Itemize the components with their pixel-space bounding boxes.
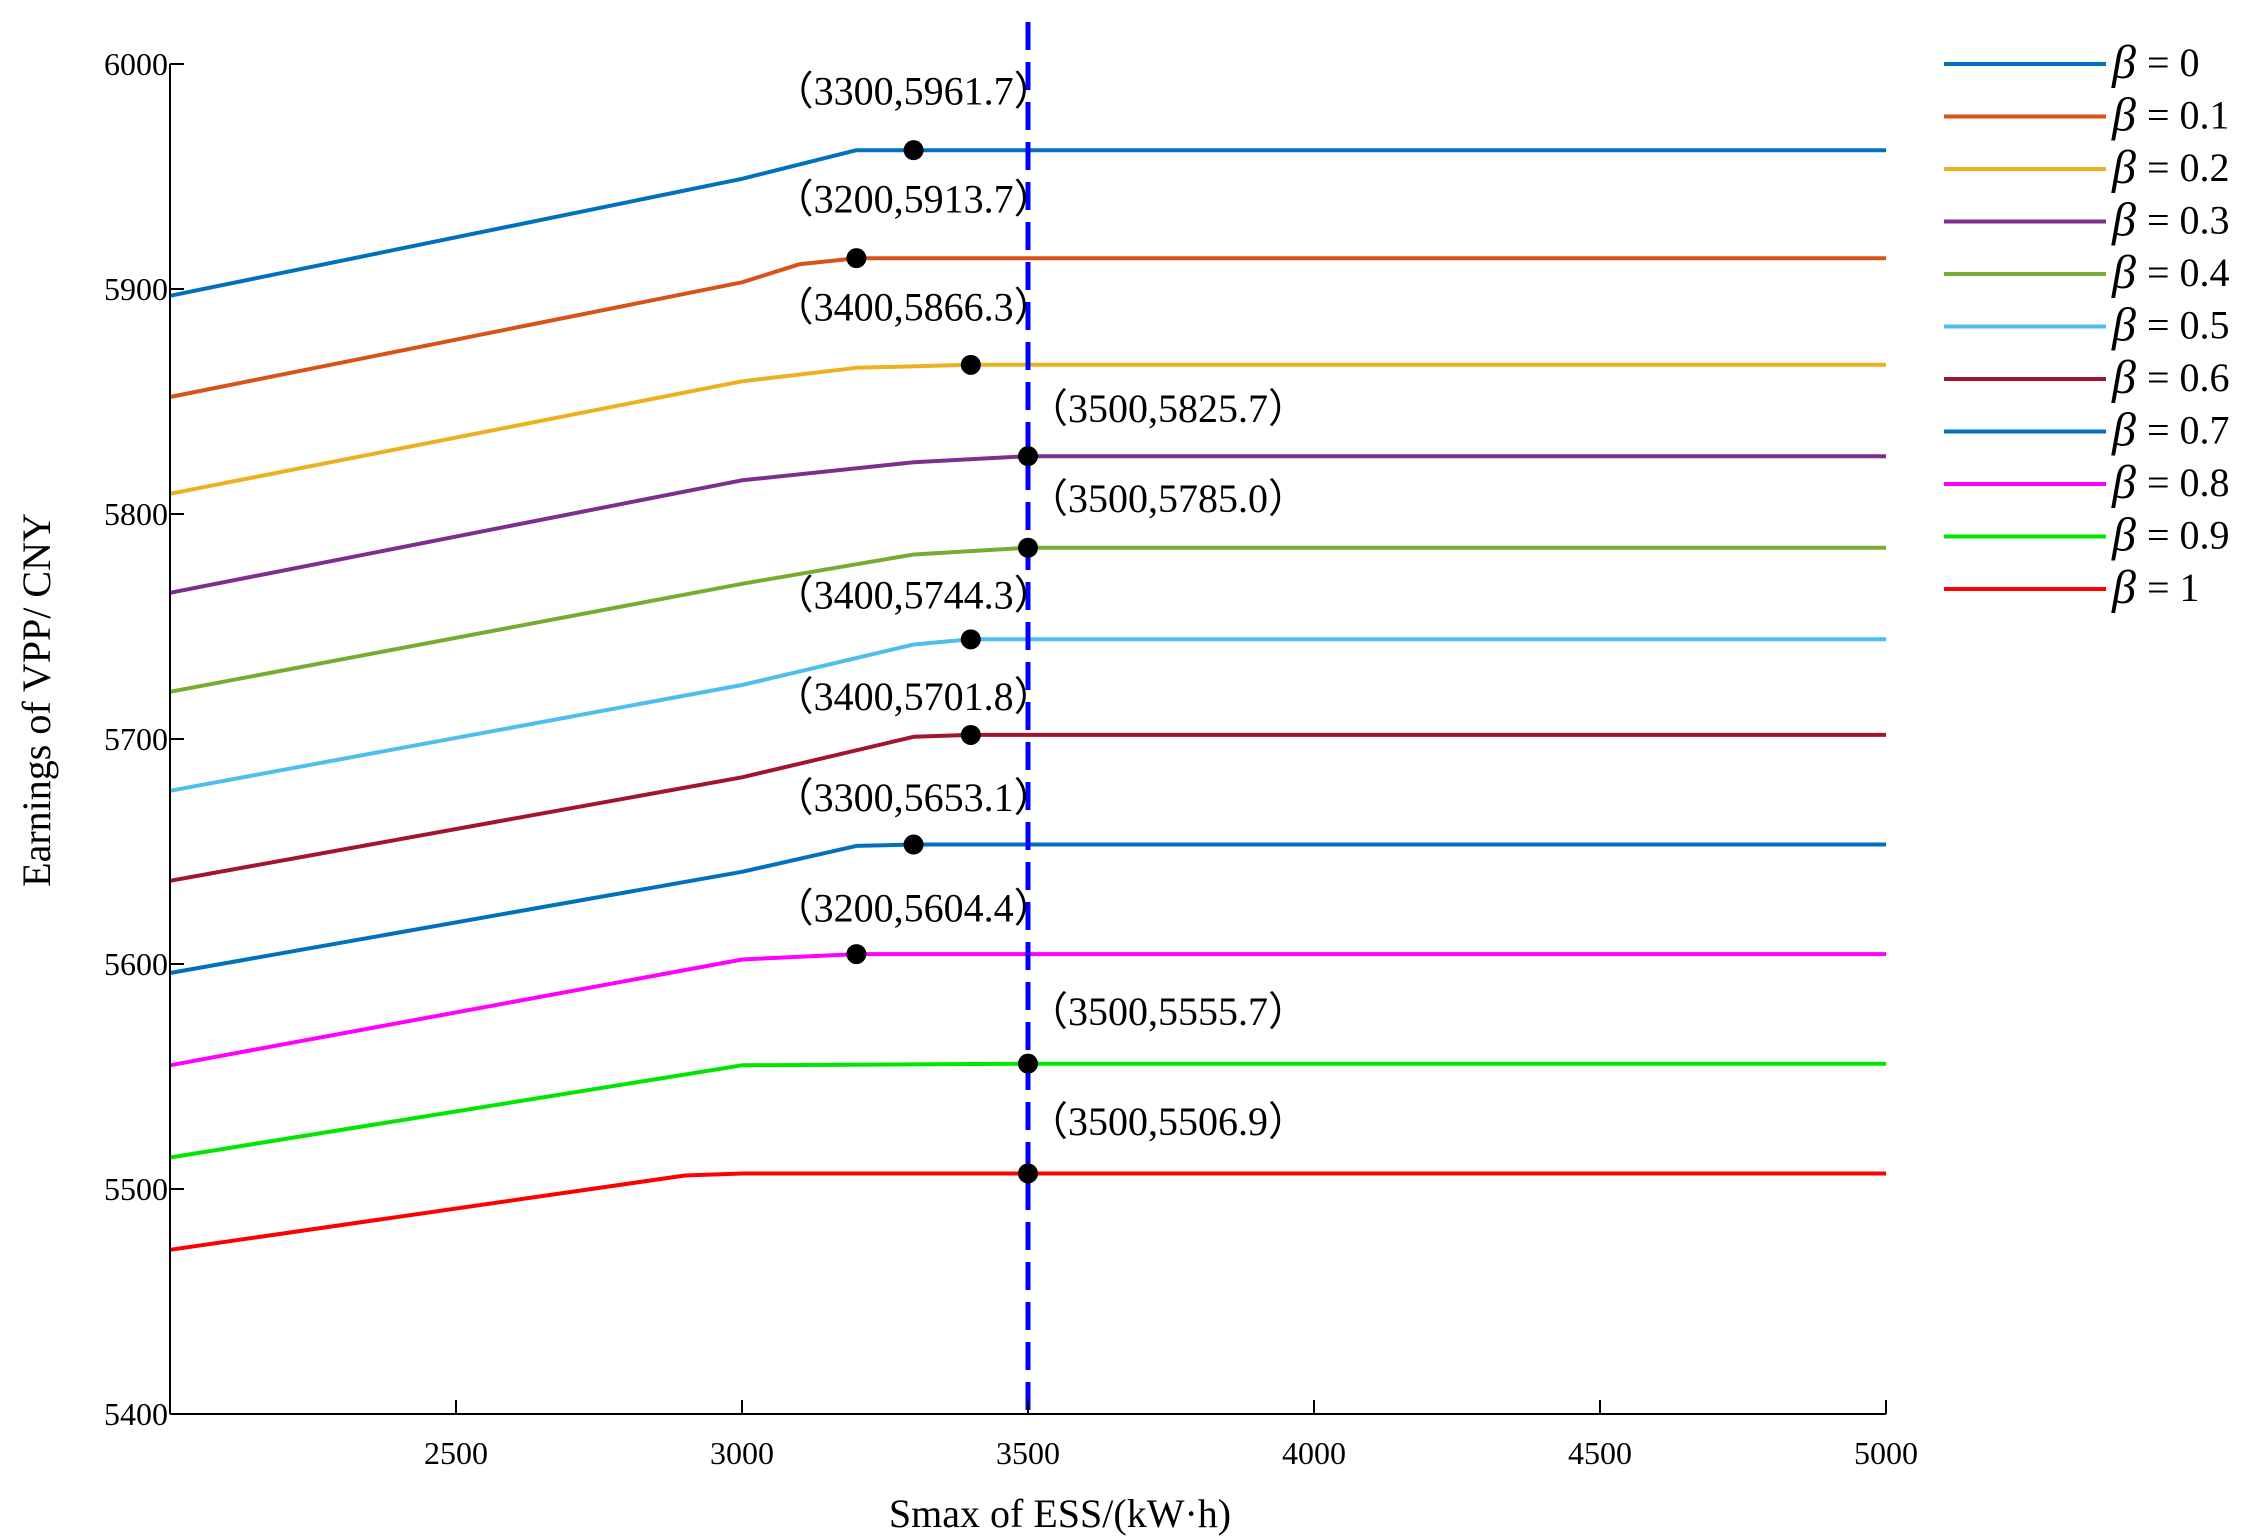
series-line-beta-0.3 (169, 454, 1886, 595)
annotation-marker (1018, 1163, 1038, 1184)
series-line-beta-0 (169, 148, 1886, 298)
legend-symbol: β (2111, 141, 2136, 194)
annotation-label: （3300,5653.1） (774, 775, 1054, 820)
annotation-marker (846, 944, 867, 965)
x-tick-label: 4500 (1568, 1435, 1632, 1471)
y-tick-label: 5700 (104, 721, 168, 757)
annotation-label: （3500,5785.0） (1028, 476, 1308, 521)
series-lines (169, 148, 1886, 1252)
legend-symbol: β (2111, 89, 2136, 142)
x-axis-label: Smax of ESS/(kW·h) (889, 1491, 1231, 1536)
annotation-label: （3500,5555.7） (1028, 989, 1308, 1034)
legend-symbol: β (2111, 36, 2136, 89)
axes: 5400 5500 5600 5700 5800 5900 6000 2500 3000 3500… (104, 46, 1918, 1471)
annotation-marker (1018, 537, 1038, 558)
legend-symbol: β (2111, 194, 2136, 247)
legend-label-beta-1: = 1 (2147, 565, 2200, 610)
legend-symbol: β (2111, 351, 2136, 404)
annotation-label: （3200,5604.4） (774, 885, 1054, 930)
x-tick-label: 3500 (996, 1435, 1060, 1471)
legend-label-beta-0.1: = 0.1 (2147, 93, 2230, 138)
legend-label-beta-0: = 0 (2147, 40, 2200, 85)
legend: β = 0β = 0.1β = 0.2β = 0.3β = 0.4β = 0.5β = 0.6… (1944, 36, 2230, 614)
annotation-marker (960, 354, 981, 375)
y-tick-label: 5500 (104, 1171, 168, 1207)
y-tick-label: 5400 (104, 1396, 168, 1432)
annotation-label: （3200,5913.7） (774, 177, 1054, 222)
legend-symbol: β (2111, 404, 2136, 457)
series-line-beta-0.7 (169, 842, 1886, 975)
series-line-beta-0.4 (169, 545, 1886, 694)
legend-label-beta-0.9: = 0.9 (2147, 513, 2230, 558)
annotations: （3300,5961.7） （3200,5913.7） （3400,5866.3） （… (774, 69, 1308, 1184)
annotation-label: （3500,5506.9） (1028, 1099, 1308, 1144)
series-line-beta-0.5 (169, 637, 1886, 793)
annotation-marker (1018, 446, 1038, 467)
y-axis-label: Earnings of VPP/ CNY (14, 513, 59, 887)
annotation-label: （3300,5961.7） (774, 69, 1054, 114)
annotation-label: （3400,5744.3） (774, 573, 1054, 618)
y-tick-label: 6000 (104, 46, 168, 82)
legend-label-beta-0.3: = 0.3 (2147, 198, 2230, 243)
legend-symbol: β (2111, 561, 2136, 614)
y-tick-label: 5800 (104, 496, 168, 532)
legend-symbol: β (2111, 246, 2136, 299)
annotation-label: （3400,5866.3） (774, 285, 1054, 330)
annotation-marker (903, 140, 924, 161)
annotation-marker (903, 834, 924, 855)
series-line-beta-0.1 (169, 256, 1886, 399)
annotation-marker (960, 724, 981, 745)
x-tick-label: 5000 (1854, 1435, 1918, 1471)
annotation-label: （3500,5825.7） (1028, 386, 1308, 431)
legend-label-beta-0.6: = 0.6 (2147, 355, 2230, 400)
legend-label-beta-0.7: = 0.7 (2147, 408, 2230, 453)
series-line-beta-0.6 (169, 732, 1886, 883)
y-tick-label: 5900 (104, 271, 168, 307)
legend-symbol: β (2111, 509, 2136, 562)
legend-label-beta-0.2: = 0.2 (2147, 145, 2230, 190)
series-line-beta-0.8 (169, 952, 1886, 1068)
annotation-marker (1018, 1053, 1038, 1074)
x-tick-label: 3000 (710, 1435, 774, 1471)
x-tick-label: 2500 (424, 1435, 488, 1471)
legend-label-beta-0.8: = 0.8 (2147, 460, 2230, 505)
legend-label-beta-0.5: = 0.5 (2147, 303, 2230, 348)
annotation-marker (846, 248, 867, 269)
y-tick-label: 5600 (104, 946, 168, 982)
series-line-beta-1 (169, 1171, 1886, 1252)
annotation-marker (960, 629, 981, 650)
series-line-beta-0.2 (169, 362, 1886, 496)
legend-symbol: β (2111, 456, 2136, 509)
legend-label-beta-0.4: = 0.4 (2147, 250, 2230, 295)
series-line-beta-0.9 (169, 1061, 1886, 1160)
x-tick-label: 4000 (1282, 1435, 1346, 1471)
legend-symbol: β (2111, 299, 2136, 352)
annotation-label: （3400,5701.8） (774, 674, 1054, 719)
